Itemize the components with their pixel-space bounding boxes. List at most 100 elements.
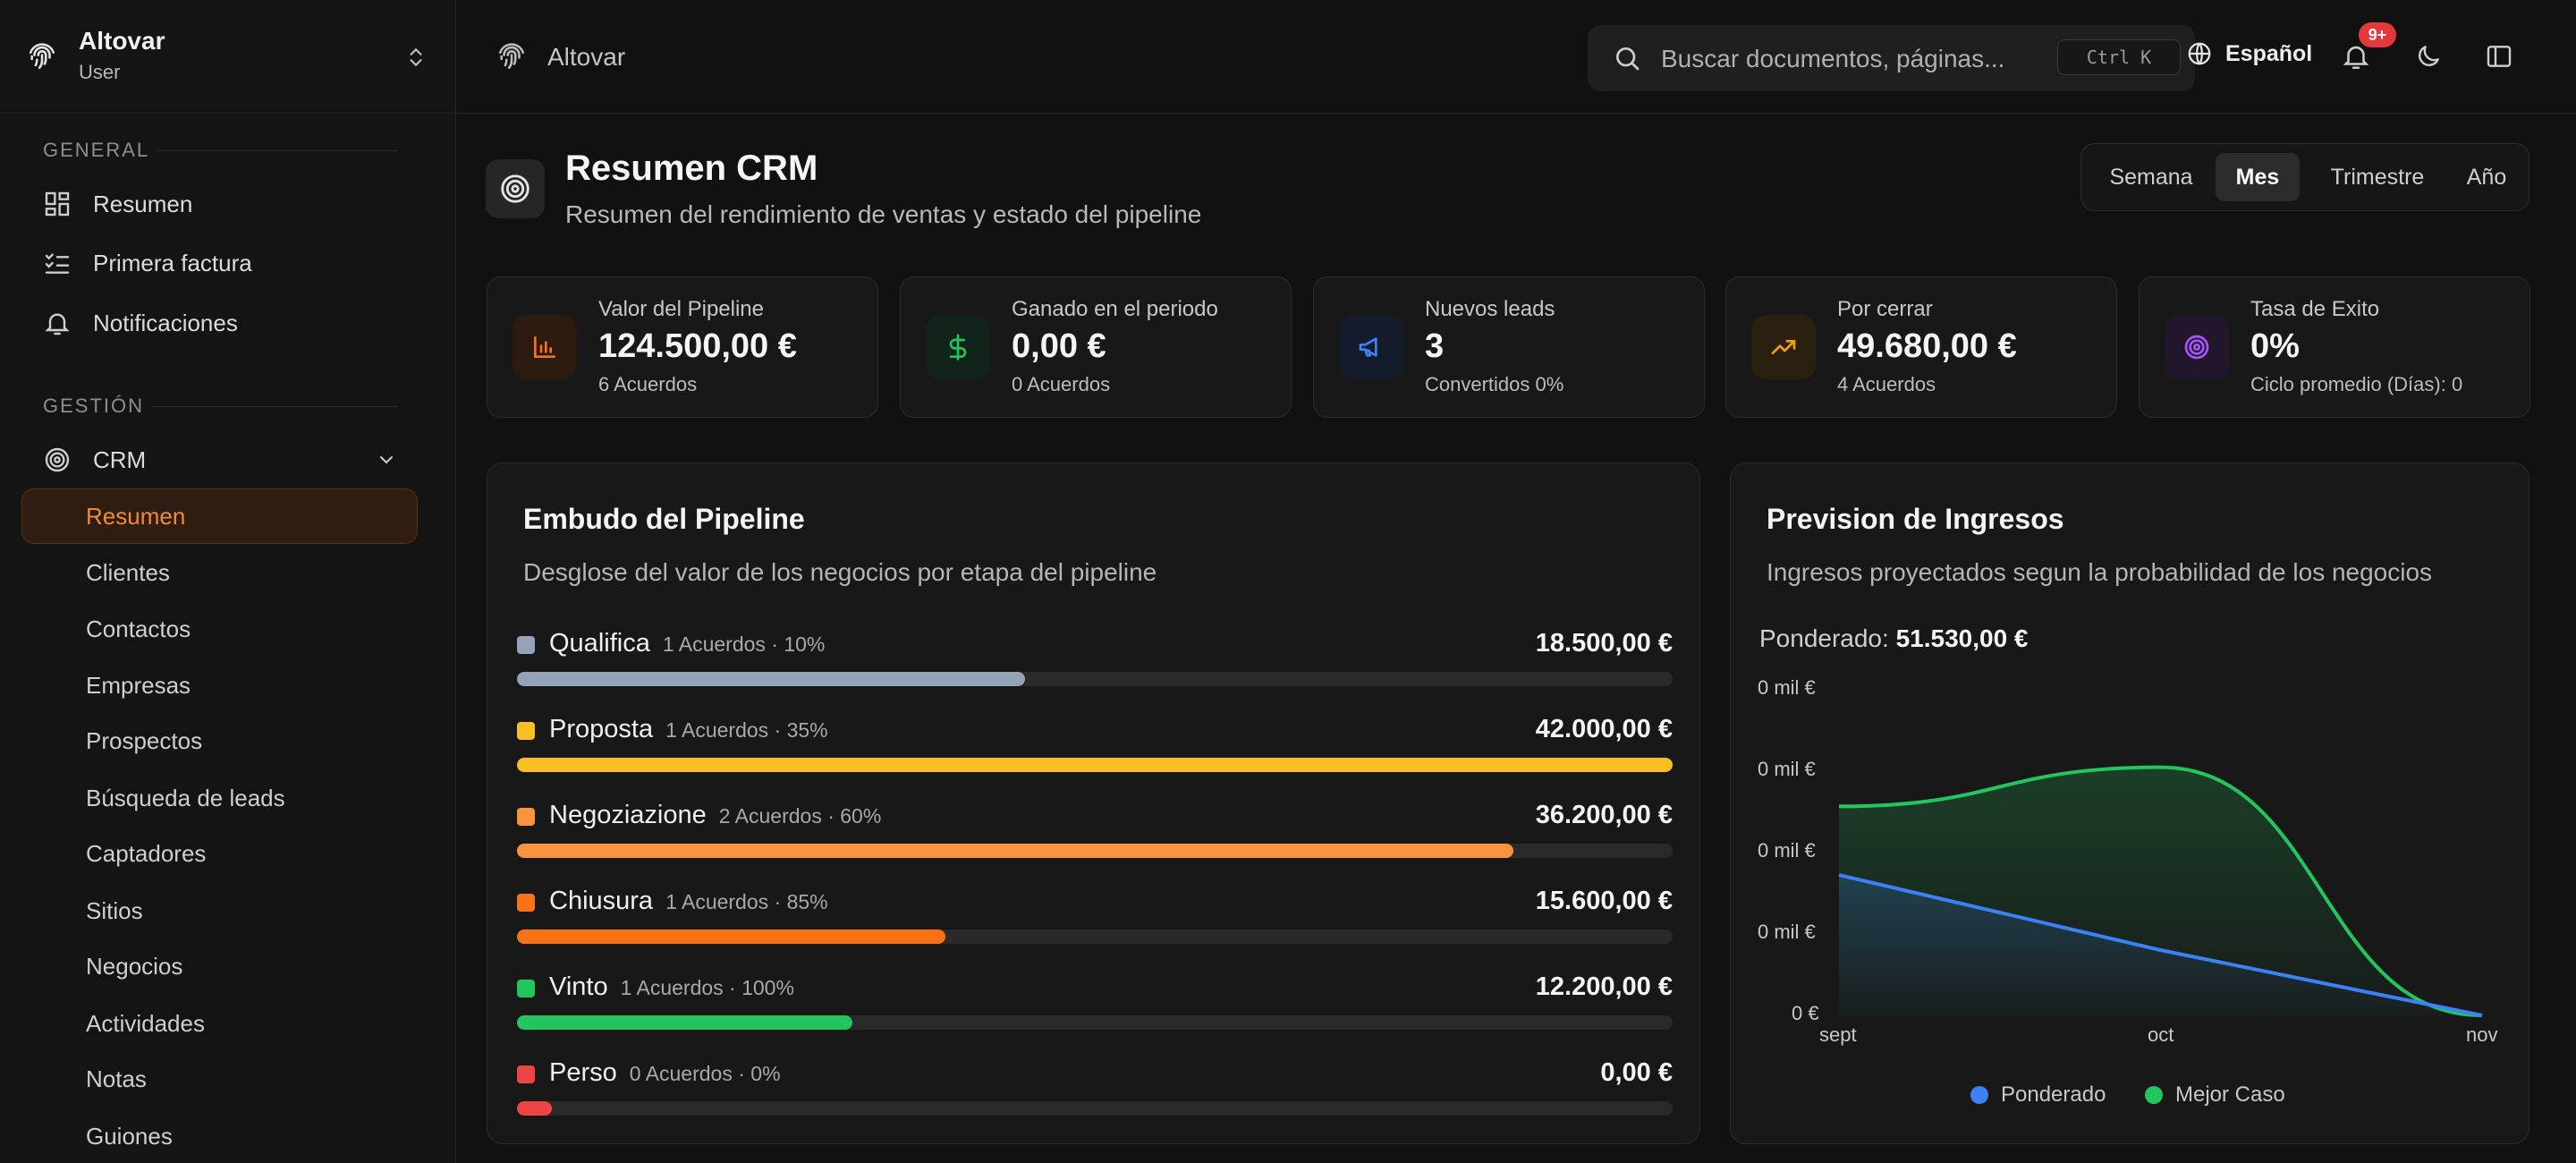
sidebar-subitem-notas[interactable]: Notas — [86, 1065, 147, 1092]
sidebar-subitem-resumen-active[interactable]: Resumen — [21, 488, 418, 544]
target-icon — [2184, 335, 2209, 360]
bar-chart-icon — [534, 336, 555, 358]
language-selector[interactable]: Español — [2186, 40, 2312, 67]
pipeline-stage-row: Vinto 1 Acuerdos · 100% 12.200,00 € — [517, 970, 1673, 1032]
workspace-role: User — [79, 61, 121, 83]
kpi-card-new-leads: Nuevos leads 3 Convertidos 0% — [1313, 276, 1705, 418]
language-label: Español — [2225, 40, 2313, 66]
legend-label: Ponderado — [2001, 1082, 2106, 1107]
card-subtitle: Ingresos proyectados segun la probabilid… — [1767, 558, 2433, 586]
card-title: Embudo del Pipeline — [523, 503, 805, 535]
legend-label: Mejor Caso — [2175, 1082, 2285, 1107]
stage-progress-fill — [517, 844, 1513, 858]
sidebar-subitem-captadores[interactable]: Captadores — [86, 840, 207, 867]
kpi-subtext: Convertidos 0% — [1425, 373, 1564, 395]
kpi-label: Tasa de Exito — [2250, 297, 2380, 321]
kpi-value: 3 — [1425, 327, 1445, 365]
x-tick-label: sept — [1819, 1023, 1857, 1046]
page-icon — [486, 159, 545, 218]
breadcrumb[interactable]: Altovar — [547, 43, 626, 71]
sidebar-subitem-clientes[interactable]: Clientes — [86, 559, 170, 586]
period-mes[interactable]: Mes — [2216, 153, 2300, 201]
kpi-icon-box — [2165, 315, 2229, 379]
sidebar-subitem-prospectos[interactable]: Prospectos — [86, 727, 203, 754]
workspace-switcher[interactable]: Altovar User — [0, 0, 456, 114]
series-line-mejor-caso[interactable] — [1838, 765, 2483, 1017]
stage-color-dot — [517, 894, 535, 912]
legend-item-mejor-caso[interactable]: Mejor Caso — [2145, 1082, 2285, 1108]
sidebar-item-crm[interactable]: CRM — [43, 446, 401, 474]
sidebar-subitem-contactos[interactable]: Contactos — [86, 615, 191, 642]
search-shortcut-hint: Ctrl K — [2057, 39, 2181, 75]
kpi-value: 0,00 € — [1012, 327, 1106, 365]
period-selector: Semana Mes Trimestre Año — [2080, 143, 2529, 211]
pipeline-stage-row: Negoziazione 2 Acuerdos · 60% 36.200,00 € — [517, 798, 1673, 861]
period-ano[interactable]: Año — [2466, 165, 2507, 190]
stage-name-text: Vinto — [549, 972, 608, 1001]
stage-color-dot — [517, 722, 535, 740]
sidebar-subitem-busqueda-de-leads[interactable]: Búsqueda de leads — [86, 785, 285, 811]
stage-name: Vinto 1 Acuerdos · 100% — [549, 972, 794, 1002]
checklist-icon — [45, 253, 70, 274]
period-semana[interactable]: Semana — [2109, 165, 2193, 190]
kpi-icon-box — [1751, 315, 1816, 379]
search-icon — [1616, 47, 1640, 71]
trending-up-icon — [1771, 340, 1796, 354]
sidebar-subitem-empresas[interactable]: Empresas — [86, 672, 191, 699]
stage-meta: 1 Acuerdos · 35% — [665, 718, 828, 742]
stage-meta: 1 Acuerdos · 85% — [665, 890, 828, 913]
y-tick-label: 0 mil € — [1758, 676, 1816, 699]
stage-progress-track — [517, 758, 1673, 772]
card-title: Prevision de Ingresos — [1767, 503, 2064, 535]
stage-progress-fill — [517, 1015, 852, 1030]
stage-amount: 36.200,00 € — [1535, 801, 1673, 829]
kpi-label: Ganado en el periodo — [1012, 297, 1218, 321]
sidebar-item-notificaciones[interactable]: Notificaciones — [43, 309, 238, 337]
kpi-icon-box — [1339, 315, 1403, 379]
stage-meta: 2 Acuerdos · 60% — [718, 804, 882, 828]
kpi-icon-box — [513, 315, 577, 379]
legend-item-ponderado[interactable]: Ponderado — [1970, 1082, 2106, 1108]
stage-progress-track — [517, 844, 1673, 858]
sidebar: Altovar User GENERAL Resumen Primera fac… — [0, 0, 456, 1163]
period-trimestre[interactable]: Trimestre — [2330, 165, 2425, 190]
sidebar-item-label: CRM — [93, 446, 147, 473]
stage-name-text: Perso — [549, 1058, 617, 1087]
workspace-name: Altovar — [79, 27, 165, 55]
kpi-value: 124.500,00 € — [598, 327, 797, 365]
sidebar-item-label: Notificaciones — [93, 309, 238, 336]
series-line-ponderado[interactable] — [1838, 873, 2483, 1017]
sidebar-item-label: Primera factura — [93, 249, 252, 276]
y-tick-label: 0 mil € — [1758, 839, 1816, 862]
notifications-bell-icon[interactable] — [2341, 40, 2371, 72]
sidebar-subitem-actividades[interactable]: Actividades — [86, 1010, 205, 1037]
kpi-subtext: 4 Acuerdos — [1837, 373, 1936, 395]
x-tick-label: oct — [2148, 1023, 2174, 1046]
y-tick-label: 0 € — [1792, 1002, 1819, 1024]
kpi-subtext: 6 Acuerdos — [598, 373, 698, 395]
y-tick-label: 0 mil € — [1758, 921, 1816, 943]
stage-amount: 15.600,00 € — [1535, 887, 1673, 915]
sidebar-item-primera-factura[interactable]: Primera factura — [43, 249, 252, 277]
sidebar-subitem-sitios[interactable]: Sitios — [86, 897, 143, 924]
kpi-value: 0% — [2250, 327, 2300, 365]
search-input[interactable]: Buscar documentos, páginas... Ctrl K — [1588, 25, 2195, 91]
kpi-card-win-rate: Tasa de Exito 0% Ciclo promedio (Días): … — [2139, 276, 2530, 418]
kpi-label: Valor del Pipeline — [598, 297, 765, 321]
moon-icon[interactable] — [2414, 42, 2443, 71]
sidebar-item-resumen[interactable]: Resumen — [43, 190, 192, 218]
stage-amount: 18.500,00 € — [1535, 629, 1673, 658]
y-tick-label: 0 mil € — [1758, 758, 1816, 780]
sidebar-subitem-guiones[interactable]: Guiones — [86, 1123, 173, 1150]
pipeline-stage-row: Chiusura 1 Acuerdos · 85% 15.600,00 € — [517, 884, 1673, 947]
legend-swatch — [2145, 1086, 2163, 1104]
section-label-general: GENERAL — [43, 139, 150, 161]
stage-color-dot — [517, 808, 535, 826]
sidebar-subitem-negocios[interactable]: Negocios — [86, 953, 183, 980]
sidebar-toggle-icon[interactable] — [2485, 42, 2513, 71]
stage-name: Qualifica 1 Acuerdos · 10% — [549, 629, 825, 658]
forecast-chart — [1838, 765, 2483, 1017]
pipeline-stage-row: Perso 0 Acuerdos · 0% 0,00 € — [517, 1056, 1673, 1118]
stage-name-text: Qualifica — [549, 629, 650, 658]
sidebar-subitem-label: Resumen — [86, 503, 186, 530]
